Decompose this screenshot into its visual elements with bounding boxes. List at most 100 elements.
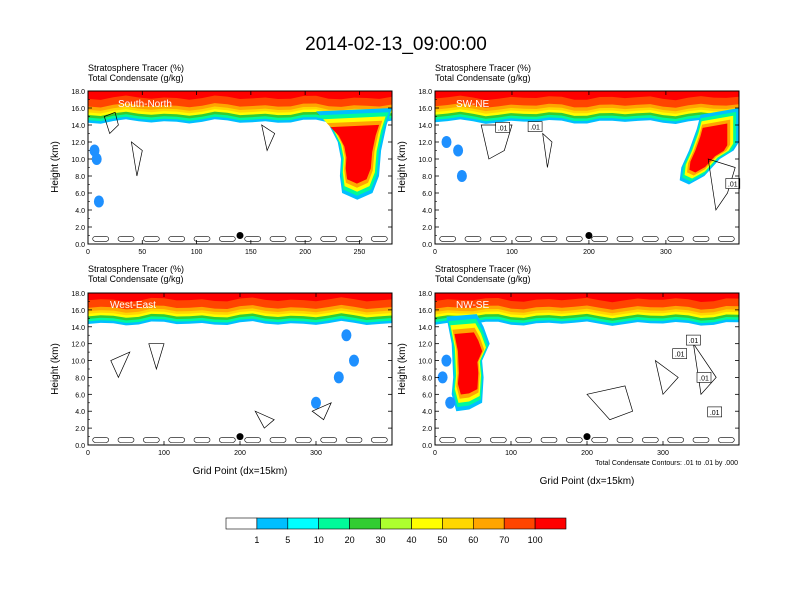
tracer-blob <box>456 170 467 182</box>
y-tick-label: 8.0 <box>422 375 432 382</box>
tracer-blob <box>445 396 456 409</box>
contour-footnote: Total Condensate Contours: .01 to .01 by… <box>595 460 738 467</box>
condensate-contour <box>515 437 533 443</box>
condensate-contour <box>130 141 143 177</box>
condensate-contour <box>193 236 211 242</box>
panel-line1: Stratosphere Tracer (%) <box>88 264 184 274</box>
condensate-contour <box>148 343 165 371</box>
colorbar-label: 20 <box>345 535 355 545</box>
condensate-contour <box>464 437 482 443</box>
y-tick-label: 12.0 <box>71 342 85 349</box>
tracer-blob <box>441 136 452 148</box>
condensate-contour <box>667 437 685 443</box>
y-tick-label: 0.0 <box>75 443 85 450</box>
colorbar: 1 5 10 20 30 40 50 60 70 100 <box>225 517 567 545</box>
contour-label: .01 <box>699 375 709 382</box>
x-tick-label: 0 <box>86 450 90 457</box>
y-axis-label: Height (km) <box>397 141 408 193</box>
condensate-contour <box>244 437 261 443</box>
condensate-contour <box>219 437 236 443</box>
panel-line1: Stratosphere Tracer (%) <box>435 264 531 274</box>
condensate-contour <box>616 236 634 242</box>
tracer-blob <box>311 396 321 409</box>
condensate-contour <box>103 111 119 135</box>
condensate-contour <box>565 437 583 443</box>
condensate-contour <box>692 236 710 242</box>
condensate-contour <box>345 437 363 443</box>
x-tick-label: 0 <box>433 249 437 256</box>
x-tick-label: 200 <box>234 450 246 457</box>
condensate-contour <box>117 236 135 242</box>
y-tick-label: 18.0 <box>71 89 85 96</box>
tracer-blob <box>93 195 104 208</box>
condensate-contour <box>370 236 388 242</box>
condensate-contour <box>110 351 131 379</box>
condensate-contour <box>717 236 735 242</box>
colorbar-swatch <box>225 517 258 530</box>
x-tick-label: 0 <box>86 249 90 256</box>
panel-line1: Stratosphere Tracer (%) <box>435 63 531 73</box>
y-tick-label: 10.0 <box>418 359 432 366</box>
panel-section-label: NW-SE <box>456 300 489 311</box>
condensate-contour <box>591 437 609 443</box>
panel-line1: Stratosphere Tracer (%) <box>88 63 184 73</box>
contour-label: .01 <box>675 352 685 359</box>
tracer-fold <box>689 123 728 173</box>
tracer-blob <box>349 354 359 367</box>
condensate-contour <box>92 236 109 242</box>
contour-label-box <box>707 406 723 418</box>
y-tick-label: 18.0 <box>71 291 85 298</box>
panel-section-label: South-North <box>118 99 172 110</box>
panel-sw-ne: Stratosphere Tracer (%) Total Condensate… <box>397 63 741 256</box>
condensate-contour <box>540 236 558 242</box>
condensate-contour <box>439 437 457 443</box>
colorbar-label: 60 <box>468 535 478 545</box>
condensate-contour <box>168 236 185 242</box>
condensate-contour <box>489 236 507 242</box>
colorbar-label: 50 <box>437 535 447 545</box>
y-tick-label: 16.0 <box>71 308 85 315</box>
colorbar-swatch <box>318 517 350 530</box>
panel-section-label: West-East <box>110 300 156 311</box>
y-tick-label: 8.0 <box>75 375 85 382</box>
y-tick-label: 4.0 <box>422 208 432 215</box>
contour-label: .01 <box>728 182 738 189</box>
x-tick-label: 100 <box>505 450 517 457</box>
condensate-contour <box>616 437 634 443</box>
condensate-contour <box>565 236 583 242</box>
tracer-fold <box>330 124 380 184</box>
contour-label: .01 <box>710 410 720 417</box>
x-tick-label: 50 <box>138 249 146 256</box>
colorbar-swatch <box>287 517 319 530</box>
contour-label-box <box>527 121 543 132</box>
condensate-contour <box>591 236 609 242</box>
condensate-contour <box>143 236 160 242</box>
y-tick-label: 16.0 <box>418 308 432 315</box>
tracer-blob <box>333 371 344 384</box>
colorbar-swatch <box>411 517 443 530</box>
condensate-contour <box>542 132 553 168</box>
x-axis-label: Grid Point (dx=15km) <box>193 466 288 477</box>
colorbar-swatch <box>380 517 412 530</box>
y-tick-label: 16.0 <box>71 106 85 113</box>
panel-section-label: SW-NE <box>456 99 489 110</box>
y-tick-label: 2.0 <box>75 225 85 232</box>
x-tick-label: 250 <box>354 249 366 256</box>
condensate-contour <box>320 236 338 242</box>
x-tick-label: 100 <box>158 450 170 457</box>
colorbar-swatch <box>442 517 474 530</box>
x-tick-label: 0 <box>433 450 437 457</box>
condensate-contour <box>92 437 109 443</box>
condensate-contour <box>311 402 332 421</box>
condensate-contour <box>320 437 338 443</box>
condensate-contour <box>254 410 275 429</box>
y-tick-label: 10.0 <box>71 359 85 366</box>
y-tick-label: 18.0 <box>418 291 432 298</box>
contour-label-box <box>686 334 701 346</box>
y-tick-label: 8.0 <box>75 174 85 181</box>
condensate-contour <box>269 437 287 443</box>
y-tick-label: 18.0 <box>418 89 432 96</box>
tracer-blob <box>453 144 464 157</box>
y-tick-label: 2.0 <box>75 426 85 433</box>
